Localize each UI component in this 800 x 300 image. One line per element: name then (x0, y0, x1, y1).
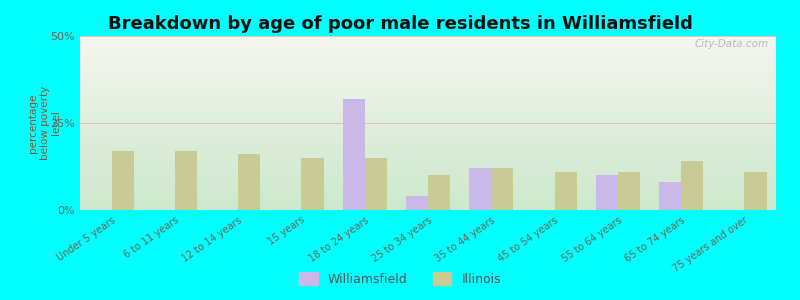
Bar (238, 154, 260, 210)
Bar (554, 172, 577, 210)
Bar (175, 151, 197, 210)
Bar (428, 175, 450, 210)
Bar (744, 172, 766, 210)
Legend: Williamsfield, Illinois: Williamsfield, Illinois (294, 267, 506, 291)
Bar (659, 182, 681, 210)
Bar (302, 158, 323, 210)
Text: Breakdown by age of poor male residents in Williamsfield: Breakdown by age of poor male residents … (107, 15, 693, 33)
Bar (618, 172, 640, 210)
Bar (406, 196, 428, 210)
Y-axis label: percentage
below poverty
level: percentage below poverty level (28, 86, 62, 160)
Bar (596, 175, 618, 210)
Bar (491, 168, 514, 210)
Bar (112, 151, 134, 210)
Bar (681, 161, 703, 210)
Bar (365, 158, 387, 210)
Bar (342, 99, 365, 210)
Text: City-Data.com: City-Data.com (695, 40, 769, 50)
Bar (469, 168, 491, 210)
